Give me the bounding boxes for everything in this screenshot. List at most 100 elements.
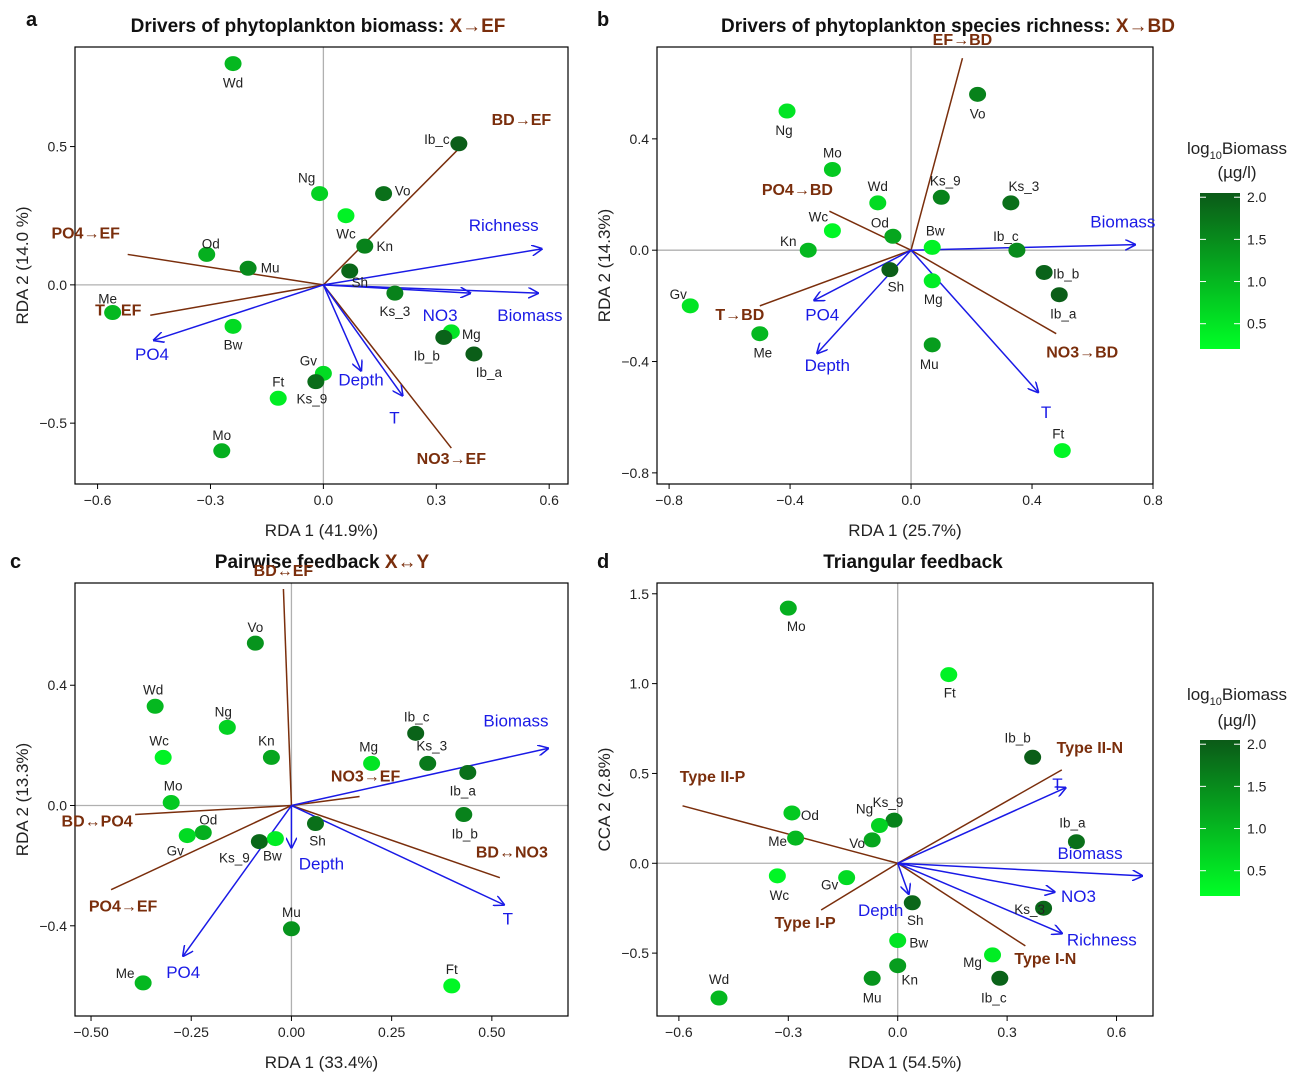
site-point bbox=[783, 805, 801, 821]
site-label: Wd bbox=[223, 76, 243, 91]
x-tick-label: −0.8 bbox=[655, 492, 683, 508]
environment-arrow bbox=[896, 863, 909, 894]
environment-arrow bbox=[183, 805, 293, 956]
x-tick-label: 0.0 bbox=[901, 492, 921, 508]
site-point bbox=[1053, 443, 1071, 459]
site-point bbox=[465, 346, 483, 362]
legend-tick-label: 0.5 bbox=[1247, 316, 1267, 332]
feedback-vector bbox=[291, 795, 360, 807]
site-label: Od bbox=[871, 215, 889, 230]
feedback-vector bbox=[150, 284, 324, 317]
feedback-vector bbox=[820, 862, 899, 911]
site-point bbox=[250, 834, 268, 850]
feedback-vector bbox=[135, 804, 292, 816]
x-tick-label: 0.3 bbox=[997, 1024, 1017, 1040]
y-tick-label: 1.0 bbox=[630, 676, 650, 692]
site-point bbox=[881, 262, 899, 278]
site-label: Ks_3 bbox=[379, 304, 410, 319]
y-axis-title: RDA 2 (13.3%) bbox=[13, 743, 32, 856]
site-label: Ks_9 bbox=[873, 795, 904, 810]
site-label: Mo bbox=[823, 145, 842, 160]
panel-d: −0.6 −0.3 0.0 0.3 0.6 −0.5 0.0 0.5 1.0 1.5 RDA 1 (… bbox=[595, 582, 1154, 1072]
x-tick-label: −0.50 bbox=[73, 1024, 109, 1040]
feedback-vector bbox=[127, 253, 324, 286]
site-point bbox=[224, 318, 242, 334]
site-label: Ft bbox=[272, 374, 284, 389]
site-label: Ng bbox=[215, 704, 232, 719]
feedback-label: Type I-P bbox=[775, 915, 836, 932]
y-tick-label: 0.0 bbox=[630, 855, 650, 871]
site-label: Gv bbox=[821, 878, 839, 893]
site-point bbox=[1002, 195, 1020, 211]
legend-top-title: log10Biomass bbox=[1187, 139, 1287, 162]
x-tick-label: 0.6 bbox=[539, 492, 559, 508]
site-label: Vo bbox=[247, 620, 263, 635]
site-label: Ft bbox=[446, 962, 458, 977]
feedback-label: BD↔NO3 bbox=[476, 845, 548, 862]
legend-bottom-colorbar bbox=[1200, 740, 1240, 896]
feedback-vector bbox=[282, 588, 293, 806]
x-tick-label: −0.6 bbox=[665, 1024, 693, 1040]
x-tick-label: −0.3 bbox=[774, 1024, 802, 1040]
site-label: Ib_a bbox=[1050, 307, 1077, 322]
site-point bbox=[194, 825, 212, 841]
site-point bbox=[419, 755, 437, 771]
site-label: Mo bbox=[164, 779, 183, 794]
panel-c: −0.50 −0.25 0.00 0.25 0.50 −0.4 0.0 0.4 RDA 1 (3… bbox=[13, 563, 569, 1072]
site-point bbox=[838, 870, 856, 886]
panel-c-title: Pairwise feedback X↔Y bbox=[215, 552, 430, 573]
feedback-vector bbox=[322, 284, 452, 449]
y-tick-label: 0.5 bbox=[630, 765, 650, 781]
site-label: Ib_a bbox=[1059, 816, 1086, 831]
panel-d-title: Triangular feedback bbox=[823, 552, 1003, 573]
site-label: Ft bbox=[1052, 427, 1064, 442]
site-label: Sh bbox=[351, 275, 368, 290]
site-label: Ks_9 bbox=[930, 173, 961, 188]
feedback-label: BD→EF bbox=[492, 112, 552, 129]
site-label: Ib_c bbox=[981, 990, 1007, 1005]
site-label: Bw bbox=[926, 223, 945, 238]
y-tick-label: 1.5 bbox=[630, 586, 650, 602]
legend-tick-label: 1.0 bbox=[1247, 274, 1267, 290]
environment-label: Biomass bbox=[497, 306, 562, 325]
site-label: Kn bbox=[901, 973, 918, 988]
site-point bbox=[799, 242, 817, 258]
site-point bbox=[246, 635, 264, 651]
environment-label: Depth bbox=[858, 901, 903, 920]
x-tick-label: 0.3 bbox=[427, 492, 447, 508]
site-label: Me bbox=[98, 292, 117, 307]
site-label: Ib_b bbox=[452, 827, 478, 842]
plot-frame bbox=[74, 46, 569, 485]
plot-frame bbox=[74, 582, 569, 1017]
feedback-label: BD↔PO4 bbox=[62, 814, 133, 831]
site-label: Sh bbox=[309, 834, 326, 849]
feedback-label: EF→BD bbox=[933, 32, 993, 49]
site-point bbox=[178, 828, 196, 844]
feedback-vector bbox=[897, 862, 1026, 947]
environment-label: T bbox=[1041, 403, 1051, 422]
site-label: Ks_9 bbox=[219, 851, 250, 866]
site-point bbox=[991, 970, 1009, 986]
site-point bbox=[435, 329, 453, 345]
site-point bbox=[923, 273, 941, 289]
feedback-label: Type II-N bbox=[1057, 740, 1123, 757]
site-label: Wd bbox=[709, 972, 729, 987]
site-label: Mo bbox=[787, 619, 806, 634]
site-point bbox=[337, 208, 355, 224]
site-point bbox=[218, 719, 236, 735]
x-tick-label: −0.6 bbox=[84, 492, 112, 508]
environment-label: NO3 bbox=[1061, 887, 1096, 906]
site-label: Gv bbox=[167, 844, 185, 859]
site-label: Mu bbox=[863, 990, 882, 1005]
x-axis-title: RDA 1 (33.4%) bbox=[265, 1053, 378, 1072]
site-point bbox=[1035, 900, 1053, 916]
site-point bbox=[984, 947, 1002, 963]
legend-top-unit: (µg/l) bbox=[1217, 163, 1256, 182]
site-point bbox=[269, 390, 287, 406]
site-point bbox=[455, 807, 473, 823]
environment-label: Richness bbox=[1067, 930, 1137, 949]
x-axis-title: RDA 1 (25.7%) bbox=[848, 521, 961, 540]
y-axis-title: RDA 2 (14.3%) bbox=[595, 209, 614, 322]
site-point bbox=[710, 990, 728, 1006]
environment-label: T bbox=[503, 910, 513, 929]
